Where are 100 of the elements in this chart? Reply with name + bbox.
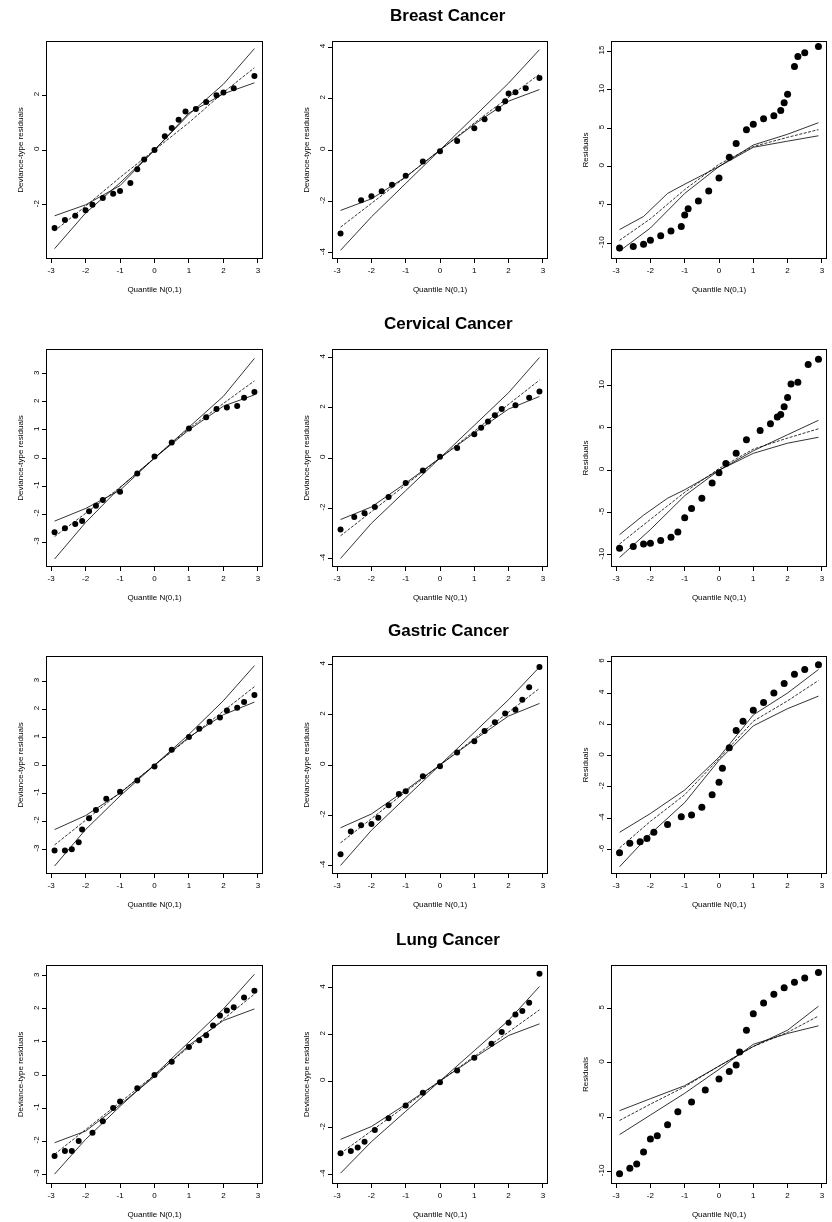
point [79,518,86,525]
x-tick-label: 1 [472,1190,478,1200]
point [718,764,726,772]
point [780,403,788,411]
point [519,696,526,703]
point [732,1061,740,1069]
x-tick-label: -1 [402,880,410,890]
x-axis-title: Quantile N(0,1) [691,592,747,602]
x-tick-label: 1 [186,880,192,890]
line-series [54,48,255,250]
x-tick-label: 2 [785,573,791,583]
x-tick-label: -1 [402,1190,410,1200]
x-tick-label: 3 [819,573,825,583]
point [770,689,778,697]
x-tick-label: -2 [646,1190,655,1200]
y-axis-title: Residuals [581,132,591,168]
x-tick-label: -1 [681,265,689,275]
x-tick-label: 3 [540,880,546,890]
point [657,537,665,545]
point [688,811,696,819]
x-tick-label: -2 [367,880,376,890]
chart-title: Gastric Cancer [388,621,510,640]
x-tick-label: -1 [402,573,410,583]
x-tick-label: 1 [751,573,757,583]
x-tick-label: 1 [186,573,192,583]
point [804,360,812,368]
y-tick-label: -2 [31,815,41,824]
x-tick-label: -3 [47,1190,56,1200]
x-tick-label: 3 [819,1190,825,1200]
x-tick-label: 3 [255,573,261,583]
point [251,72,258,79]
x-tick-label: -3 [612,265,621,275]
y-tick-label: -4 [317,860,327,868]
point [780,984,788,992]
y-tick-label: 2 [31,1004,41,1010]
x-tick-label: 1 [751,1190,757,1200]
point [794,378,802,386]
x-tick-label: 1 [751,880,757,890]
point [814,355,822,363]
chart-title: Lung Cancer [396,930,501,949]
y-tick-label: -2 [31,1135,41,1144]
point [526,999,533,1006]
x-tick-label: 0 [437,573,443,583]
point [787,380,795,388]
y-tick-label: 5 [596,1004,606,1010]
point [536,388,543,395]
y-tick-label: -1 [31,480,41,489]
point [361,1138,368,1145]
point [681,514,689,522]
point [688,504,696,512]
point [616,1170,624,1178]
x-tick-label: -1 [681,880,689,890]
x-tick-label: -3 [612,573,621,583]
y-tick-label: 5 [596,423,606,429]
point [175,116,182,123]
point [75,1138,82,1145]
y-tick-label: -2 [31,199,41,208]
point [784,90,792,98]
point [616,544,624,552]
point [681,211,689,219]
line-series [54,973,255,1175]
y-tick-label: -6 [596,844,606,852]
y-tick-label: -4 [317,1169,327,1177]
x-tick-label: 0 [437,1190,443,1200]
point [777,410,785,418]
y-tick-label: -1 [31,1102,41,1111]
y-tick-label: -3 [31,536,41,545]
x-tick-label: 0 [152,265,158,275]
x-tick-label: -1 [116,1190,125,1200]
point [230,1004,237,1011]
x-tick-label: 0 [437,880,443,890]
y-tick-label: -3 [31,843,41,852]
x-tick-label: 1 [186,265,192,275]
point [61,1147,68,1154]
x-tick-label: -3 [47,880,56,890]
y-tick-label: 0 [596,751,606,757]
y-tick-label: 3 [31,677,41,683]
point [646,539,654,547]
point [801,666,809,674]
point [471,125,478,132]
point [337,851,344,858]
y-tick-label: 2 [596,720,606,726]
point [770,112,778,120]
y-tick-label: -2 [317,502,327,511]
y-tick-label: -5 [596,507,606,515]
x-tick-label: -2 [82,265,90,275]
point [739,717,747,725]
point [251,389,258,396]
x-tick-label: 3 [255,880,261,890]
point [646,236,654,244]
point [251,692,258,699]
y-tick-label: -10 [596,1164,606,1177]
point [698,494,706,502]
x-tick-label: 1 [472,880,478,890]
x-axis-title: Quantile N(0,1) [412,284,468,294]
x-tick-label: -1 [681,1190,689,1200]
x-axis-title: Quantile N(0,1) [412,592,468,602]
y-tick-label: 10 [596,379,606,389]
point [61,525,68,532]
x-axis-title: Quantile N(0,1) [412,1209,468,1219]
